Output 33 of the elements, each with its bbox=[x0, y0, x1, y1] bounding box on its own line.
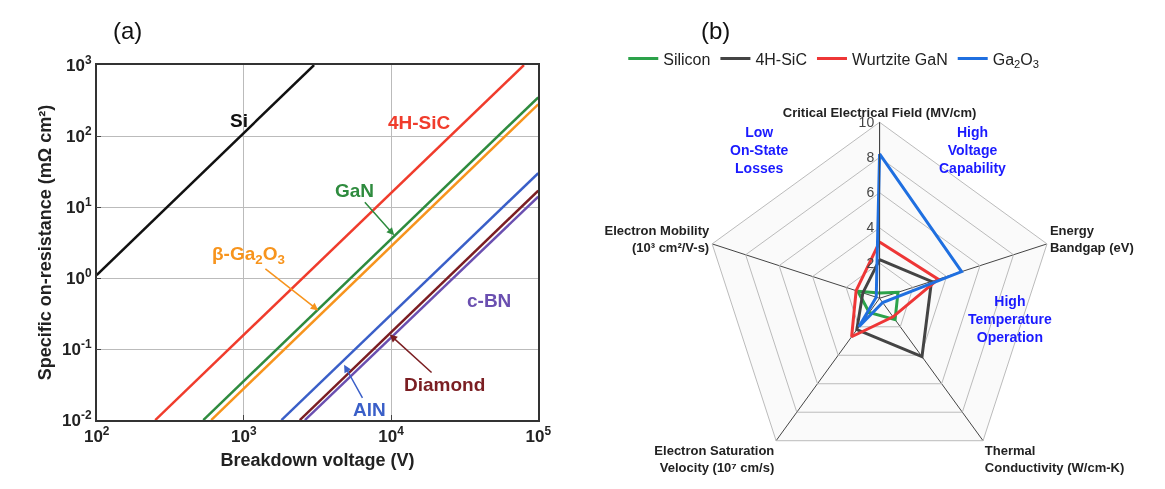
text: High Voltage Capability bbox=[939, 124, 1007, 177]
y-tick-label: 10$^{1}$ bbox=[66, 194, 92, 217]
annotation: β-Ga$_{2}$O$_{3}$ bbox=[212, 243, 285, 267]
y-tick-label: 10$^{0}$ bbox=[66, 265, 92, 288]
annotation: Si bbox=[230, 110, 248, 131]
spoke-label: Energy Bandgap (eV) bbox=[1049, 223, 1134, 256]
y-tick-label: 10$^{2}$ bbox=[66, 123, 92, 146]
spoke-label: Electron Mobility (10³ cm²/V-s) bbox=[604, 223, 710, 256]
x-tick-label: 10$^{4}$ bbox=[378, 424, 405, 447]
y-tick-label: 4 bbox=[866, 219, 875, 236]
chart-title: (a) bbox=[113, 17, 143, 44]
text: Low On-State Losses bbox=[730, 124, 789, 177]
annotation: 4H-SiC bbox=[388, 112, 451, 133]
chart-title: (b) bbox=[701, 17, 731, 44]
x-axis-title: Breakdown voltage (V) bbox=[220, 449, 415, 470]
annotation: c-BN bbox=[467, 290, 512, 311]
annotation: GaN bbox=[335, 180, 375, 201]
y-tick-label: 6 bbox=[866, 184, 875, 201]
y-tick-label: 10$^{-1}$ bbox=[62, 336, 92, 359]
y-tick-label: 8 bbox=[866, 149, 875, 166]
y-tick-label: 10$^{3}$ bbox=[66, 52, 92, 75]
x-tick-label: 10$^{3}$ bbox=[231, 424, 258, 447]
text: High Temperature Operation bbox=[968, 293, 1052, 346]
x-tick-label: 10$^{5}$ bbox=[525, 424, 552, 447]
spoke-label: Thermal Conductivity (W/cm-K) bbox=[984, 442, 1125, 475]
legend-label: Wurtzite GaN bbox=[851, 50, 948, 68]
legend-label: Ga$_{2}$O$_{3}$ bbox=[992, 50, 1039, 71]
legend-label: 4H-SiC bbox=[755, 50, 807, 68]
annotation: Diamond bbox=[404, 374, 486, 395]
legend-label: Silicon bbox=[663, 50, 711, 68]
y-axis-title: Specific on-resistance (mΩ cm²) bbox=[34, 104, 55, 381]
spoke-label: Electron Saturation Velocity (10⁷ cm/s) bbox=[654, 442, 775, 475]
annotation: AlN bbox=[353, 399, 386, 420]
